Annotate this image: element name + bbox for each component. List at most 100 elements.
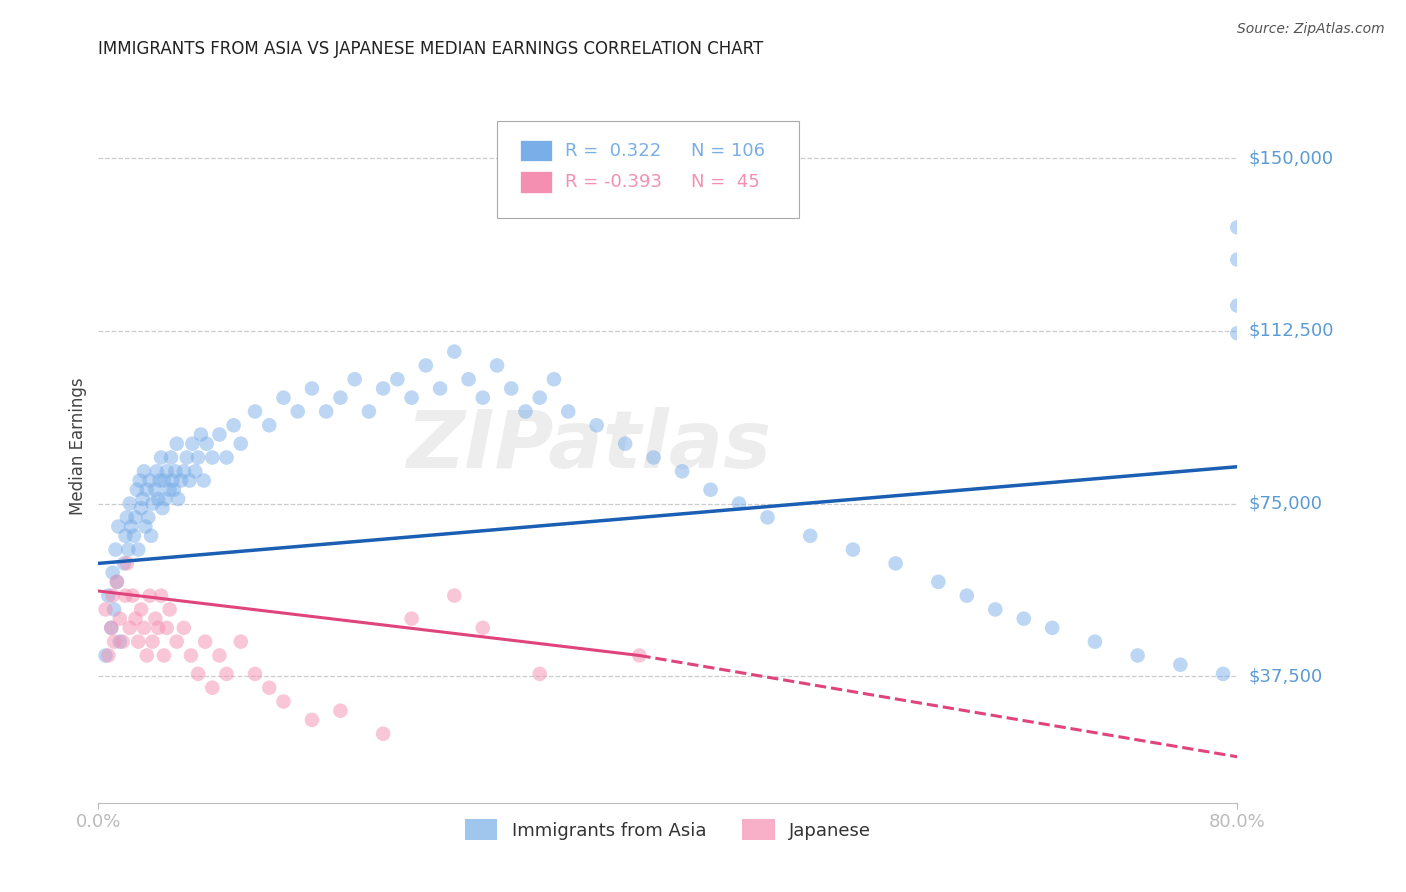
- Point: [135, 648, 157, 663]
- Point: [179, 474, 201, 488]
- Point: [259, 418, 281, 433]
- Point: [141, 634, 163, 648]
- Point: [1126, 648, 1149, 663]
- Point: [118, 497, 141, 511]
- Point: [457, 372, 479, 386]
- Text: IMMIGRANTS FROM ASIA VS JAPANESE MEDIAN EARNINGS CORRELATION CHART: IMMIGRANTS FROM ASIA VS JAPANESE MEDIAN …: [98, 40, 763, 58]
- Point: [148, 621, 170, 635]
- Point: [1084, 634, 1107, 648]
- Point: [215, 666, 238, 681]
- Point: [194, 634, 217, 648]
- Point: [121, 589, 143, 603]
- Point: [105, 574, 128, 589]
- Point: [229, 634, 252, 648]
- Point: [117, 542, 139, 557]
- Point: [103, 634, 125, 648]
- Point: [557, 404, 579, 418]
- Point: [103, 602, 125, 616]
- Point: [628, 648, 651, 663]
- Point: [243, 404, 266, 418]
- Point: [122, 529, 145, 543]
- Point: [429, 381, 451, 395]
- Point: [145, 612, 167, 626]
- Point: [166, 634, 188, 648]
- Point: [343, 372, 366, 386]
- Point: [163, 483, 186, 497]
- Point: [329, 391, 352, 405]
- Point: [108, 612, 131, 626]
- Point: [1012, 612, 1035, 626]
- Text: ZIPatlas: ZIPatlas: [405, 407, 770, 485]
- Point: [152, 501, 174, 516]
- Point: [1226, 220, 1249, 235]
- Point: [136, 510, 159, 524]
- Point: [97, 648, 120, 663]
- Text: $150,000: $150,000: [1249, 149, 1333, 168]
- Point: [150, 450, 173, 465]
- Text: N =  45: N = 45: [690, 173, 759, 191]
- Point: [153, 474, 176, 488]
- Point: [104, 542, 127, 557]
- Point: [315, 404, 337, 418]
- Point: [159, 602, 181, 616]
- Point: [124, 612, 146, 626]
- Legend: Immigrants from Asia, Japanese: Immigrants from Asia, Japanese: [457, 812, 879, 847]
- Point: [671, 464, 693, 478]
- Point: [148, 491, 170, 506]
- Point: [112, 557, 135, 571]
- Point: [1226, 326, 1249, 341]
- Point: [229, 436, 252, 450]
- Point: [301, 381, 323, 395]
- Point: [107, 519, 129, 533]
- Point: [111, 634, 134, 648]
- Point: [129, 501, 152, 516]
- Text: $75,000: $75,000: [1249, 494, 1323, 513]
- Point: [301, 713, 323, 727]
- Point: [159, 483, 181, 497]
- Bar: [520, 171, 551, 193]
- Point: [387, 372, 409, 386]
- Point: [156, 464, 179, 478]
- Point: [259, 681, 281, 695]
- Point: [1226, 252, 1249, 267]
- Point: [515, 404, 537, 418]
- Point: [149, 474, 172, 488]
- Point: [101, 566, 124, 580]
- Point: [165, 464, 187, 478]
- Point: [160, 450, 183, 465]
- Point: [756, 510, 779, 524]
- Point: [543, 372, 565, 386]
- Point: [131, 491, 153, 506]
- FancyBboxPatch shape: [498, 121, 799, 218]
- Point: [101, 589, 124, 603]
- Point: [287, 404, 309, 418]
- Point: [357, 404, 380, 418]
- Point: [155, 491, 177, 506]
- Point: [180, 648, 202, 663]
- Point: [108, 634, 131, 648]
- Point: [94, 602, 117, 616]
- Point: [1170, 657, 1192, 672]
- Point: [156, 621, 179, 635]
- Point: [529, 666, 551, 681]
- Text: $112,500: $112,500: [1249, 322, 1334, 340]
- Point: [215, 450, 238, 465]
- Point: [132, 621, 155, 635]
- Point: [132, 464, 155, 478]
- Y-axis label: Median Earnings: Median Earnings: [69, 377, 87, 515]
- Point: [401, 612, 423, 626]
- Point: [1040, 621, 1063, 635]
- Point: [884, 557, 907, 571]
- Point: [585, 418, 607, 433]
- Point: [193, 474, 215, 488]
- Point: [125, 483, 148, 497]
- Point: [97, 589, 120, 603]
- Point: [115, 510, 138, 524]
- Point: [373, 381, 395, 395]
- Point: [529, 391, 551, 405]
- Point: [184, 464, 207, 478]
- Point: [187, 666, 209, 681]
- Point: [114, 589, 136, 603]
- Point: [401, 391, 423, 405]
- Point: [614, 436, 637, 450]
